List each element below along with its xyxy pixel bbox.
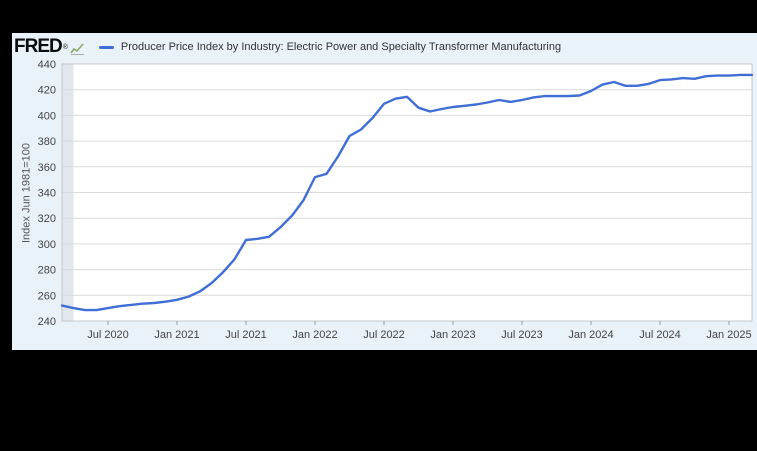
fred-chart-card: FRED ® Producer Price Index by Industry:… bbox=[12, 33, 757, 350]
y-tick-label: 260 bbox=[38, 290, 56, 302]
fred-sparkline-icon bbox=[70, 43, 84, 55]
registered-mark: ® bbox=[62, 44, 68, 51]
x-tick-label: Jul 2022 bbox=[363, 329, 405, 341]
y-tick-label: 280 bbox=[38, 265, 56, 277]
legend-item[interactable]: Producer Price Index by Industry: Electr… bbox=[98, 41, 562, 53]
legend-line-marker bbox=[98, 45, 114, 49]
fred-logo[interactable]: FRED ® bbox=[14, 36, 85, 57]
plot-border bbox=[61, 63, 753, 322]
y-tick-label: 300 bbox=[38, 239, 56, 251]
chart-header: FRED ® Producer Price Index by Industry:… bbox=[14, 36, 561, 58]
y-tick-label: 320 bbox=[38, 213, 56, 225]
y-tick-label: 340 bbox=[38, 188, 56, 200]
x-tick-label: Jan 2023 bbox=[430, 329, 475, 341]
chart-plot[interactable]: 240 260 280 300 320 340 360 380 400 420 440 Jul 202… bbox=[12, 33, 757, 350]
y-tick-label: 440 bbox=[38, 59, 56, 71]
x-tick-label: Jan 2025 bbox=[706, 329, 751, 341]
x-tick-label: Jul 2024 bbox=[639, 329, 681, 341]
y-tick-label: 380 bbox=[38, 136, 56, 148]
x-tick-label: Jul 2020 bbox=[87, 329, 129, 341]
data-line-series[interactable] bbox=[60, 73, 754, 312]
y-tick-label: 360 bbox=[38, 162, 56, 174]
x-tick-label: Jul 2023 bbox=[501, 329, 543, 341]
y-tick-label: 400 bbox=[38, 110, 56, 122]
fred-wordmark: FRED bbox=[14, 36, 63, 57]
x-tick-label: Jan 2021 bbox=[154, 329, 199, 341]
x-tick-label: Jan 2024 bbox=[568, 329, 613, 341]
y-tick-label: 240 bbox=[38, 316, 56, 328]
y-tick-label: 420 bbox=[38, 85, 56, 97]
x-tick-label: Jul 2021 bbox=[225, 329, 267, 341]
x-tick-label: Jan 2022 bbox=[292, 329, 337, 341]
legend-series-label: Producer Price Index by Industry: Electr… bbox=[120, 41, 562, 53]
